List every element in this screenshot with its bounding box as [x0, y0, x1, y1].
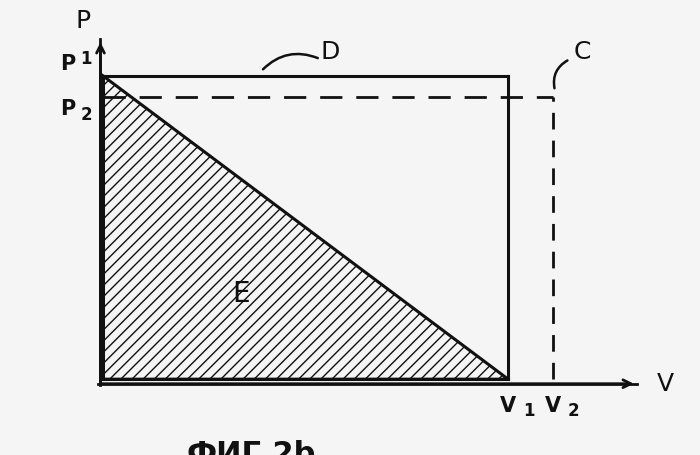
Text: V: V	[545, 396, 561, 416]
Text: V: V	[657, 372, 673, 396]
Text: D: D	[321, 40, 340, 64]
Text: P: P	[60, 54, 76, 74]
Text: ФИГ.2b: ФИГ.2b	[186, 440, 316, 455]
Text: P: P	[60, 99, 76, 119]
Text: C: C	[573, 40, 591, 64]
Text: 2: 2	[568, 402, 579, 420]
Text: 1: 1	[80, 50, 92, 68]
Polygon shape	[103, 76, 508, 379]
Text: P: P	[76, 10, 91, 33]
Text: 1: 1	[523, 402, 534, 420]
Text: E: E	[232, 280, 250, 308]
Text: V: V	[500, 396, 516, 416]
Text: 2: 2	[80, 106, 92, 124]
